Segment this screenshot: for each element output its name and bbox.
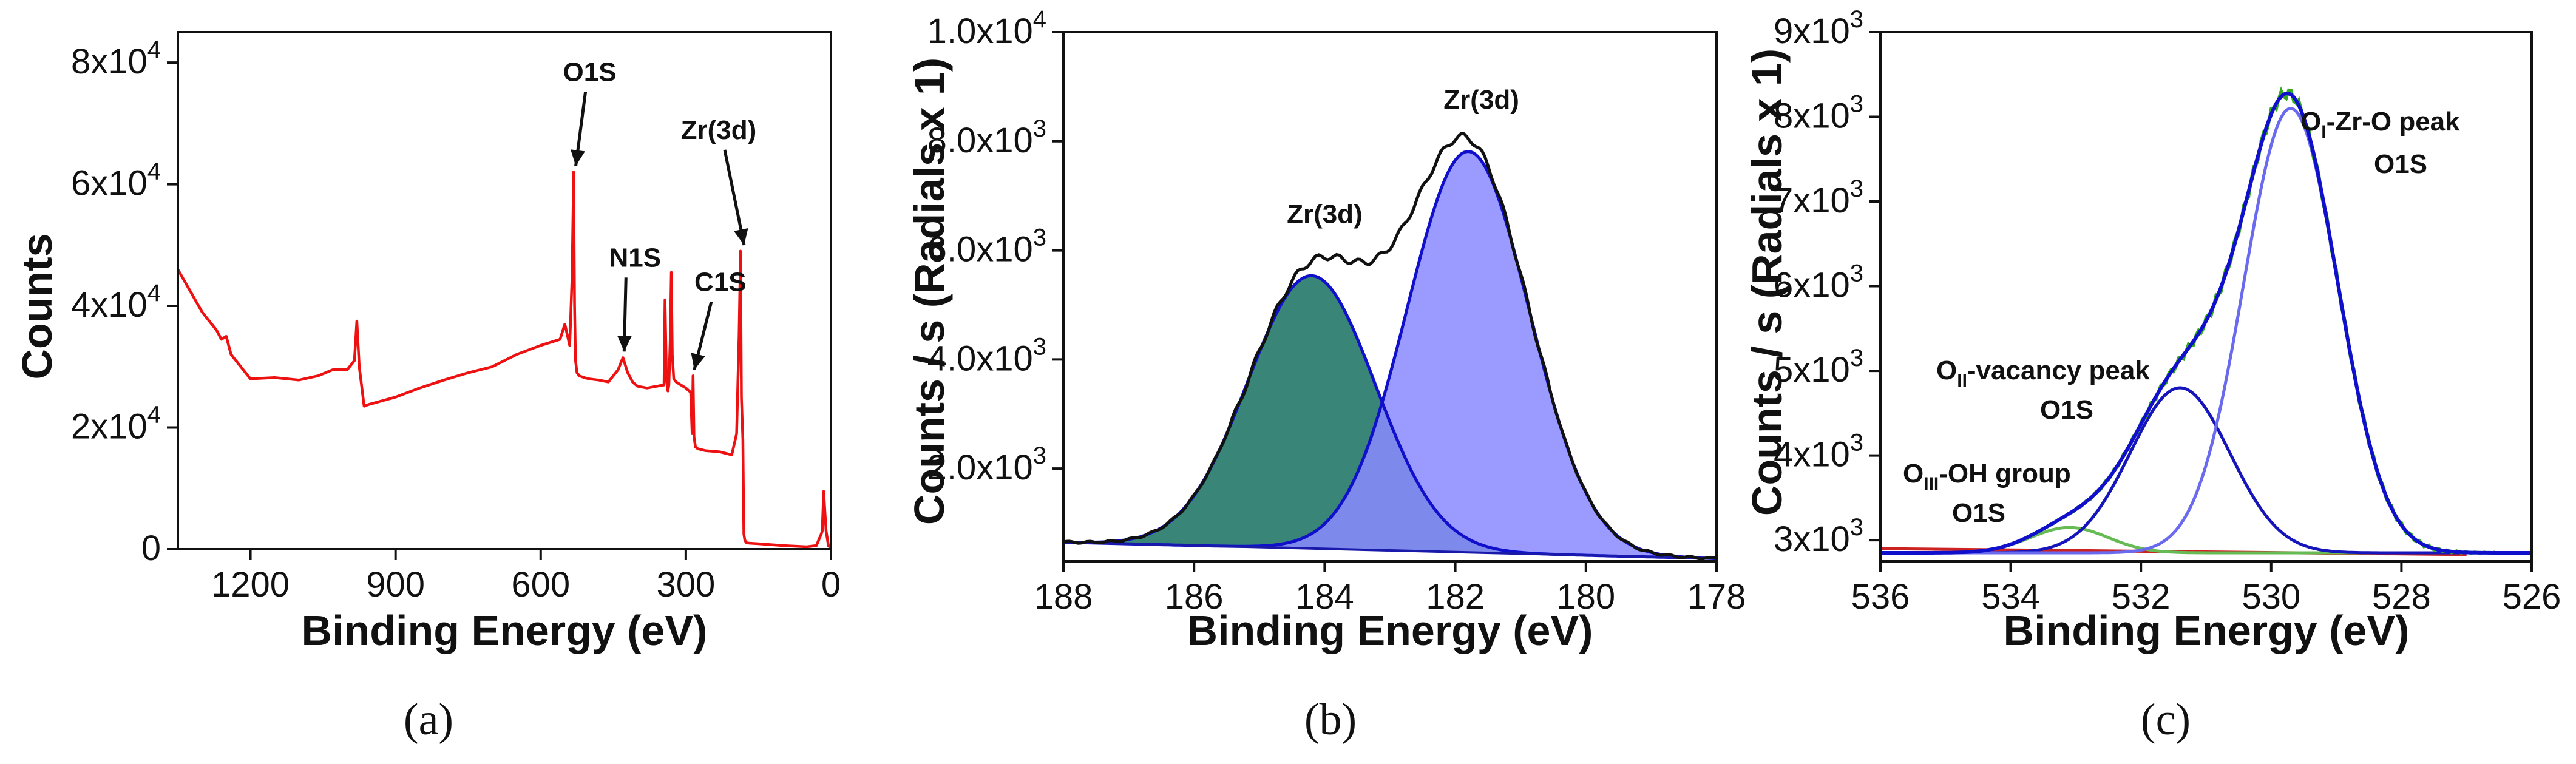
panel-a-ytick-label: 6x104 <box>71 158 161 203</box>
panel-a-plot: O1S N1S C1S Zr(3d) <box>177 58 832 549</box>
panel-a-xtick-label: 1200 <box>211 565 290 604</box>
panel-c-frame <box>1879 31 2533 563</box>
panel-c-ytick-label: 4x103 <box>1774 430 1863 475</box>
panel-b-peak-fill-0 <box>1063 276 1717 559</box>
panel-b-peak-fill-1 <box>1063 151 1717 559</box>
panel-c-ytick-label: 6x103 <box>1774 260 1863 305</box>
panel-a-xtick-label: 0 <box>821 565 841 604</box>
panel-c-xtick-label: 530 <box>2242 577 2300 617</box>
panel-b-xtick-label: 182 <box>1426 577 1485 617</box>
panel-c-envelope-line <box>1880 91 2532 555</box>
panel-b-xtick-label: 184 <box>1295 577 1354 617</box>
panel-a-ytick-label: 4x104 <box>71 280 161 325</box>
panel-b-frame <box>1062 31 1718 563</box>
panel-a-arrowhead-o1s <box>571 149 585 166</box>
panel-a-annotation-o1s: O1S <box>563 58 617 87</box>
panel-b-background-line <box>1063 541 1717 560</box>
panel-c-annotation-oii: OII-vacancy peak <box>1936 356 2150 391</box>
panel-a-ytick-label: 0 <box>141 529 161 568</box>
panel-c-annotation-oii-o1s: O1S <box>2040 395 2093 425</box>
panel-a-caption: (a) <box>404 695 453 745</box>
panel-a-arrowhead-zr3d <box>733 228 748 245</box>
panel-a-ticks: 1200 900 600 300 0 0 2x104 4x104 6x104 8x104 <box>71 31 841 604</box>
panel-c-plot: OI-Zr-O peak O1S OII-vacancy peak O1S OIII-O… <box>1880 86 2532 556</box>
panel-a-ylabel: Counts <box>13 233 61 379</box>
panel-c-xtick-label: 534 <box>1981 577 2040 617</box>
panel-b: Zr(3d) Zr(3d) 188 186 184 182 180 178 2.0x103 4.… <box>906 6 1746 745</box>
panel-c-ticks: 536 534 532 530 528 526 3x103 4x103 5x103 6x103 7x… <box>1774 6 2561 617</box>
panel-b-xtick-label: 188 <box>1034 577 1093 617</box>
panel-b-caption: (b) <box>1304 695 1357 745</box>
panel-b-ytick-label: 2.0x103 <box>927 442 1046 487</box>
panel-c-xlabel: Binding Energy (eV) <box>2004 607 2410 654</box>
panel-c-annotation-oiii-o1s: O1S <box>1952 498 2005 528</box>
panel-b-xtick-label: 178 <box>1687 577 1746 617</box>
panel-c-xtick-label: 526 <box>2503 577 2561 617</box>
panel-c-xtick-label: 532 <box>2112 577 2171 617</box>
panel-a-ytick-label: 8x104 <box>71 36 161 81</box>
panel-c-ytick-label: 7x103 <box>1774 175 1863 220</box>
panel-c-annotation-oi: OI-Zr-O peak <box>2300 107 2460 142</box>
panel-a-survey-line <box>177 171 832 549</box>
panel-c-ylabel: Counts / s (Radials x 1) <box>1743 49 1791 516</box>
panel-a-annotation-n1s: N1S <box>609 243 661 272</box>
panel-b-xtick-label: 180 <box>1556 577 1615 617</box>
panel-b-xtick-label: 186 <box>1165 577 1224 617</box>
panel-b-xlabel: Binding Energy (eV) <box>1187 607 1593 654</box>
panel-b-plot: Zr(3d) Zr(3d) <box>1063 85 1717 561</box>
panel-b-annotation-zr3d_right: Zr(3d) <box>1443 85 1519 115</box>
panel-c-xtick-label: 528 <box>2372 577 2431 617</box>
panel-c-annotation-oi-o1s: O1S <box>2374 149 2427 179</box>
panel-a-frame <box>177 31 832 550</box>
panel-a-xlabel: Binding Energy (eV) <box>302 607 708 654</box>
panel-c-annotation-oiii: OIII-OH group <box>1903 459 2071 494</box>
panel-a-xtick-label: 600 <box>511 565 570 604</box>
panel-c-caption: (c) <box>2141 695 2191 745</box>
panel-b-ytick-label: 6.0x103 <box>927 225 1046 269</box>
panel-b-ylabel: Counts / s (Radials x 1) <box>906 58 953 525</box>
panel-a-xtick-label: 900 <box>366 565 425 604</box>
panel-a-annotation-c1s: C1S <box>694 267 747 297</box>
panel-c-ytick-label: 8x103 <box>1774 91 1863 136</box>
panel-a: O1S N1S C1S Zr(3d) 1200 900 600 300 0 0 2x104 4x10… <box>13 31 841 745</box>
panel-b-envelope-line <box>1063 132 1717 561</box>
panel-b-ytick-label: 8.0x103 <box>927 115 1046 160</box>
panel-b-annotation-zr3d_left: Zr(3d) <box>1287 200 1363 229</box>
panel-c: OI-Zr-O peak O1S OII-vacancy peak O1S OIII-O… <box>1743 6 2561 745</box>
panel-a-annotation-zr3d: Zr(3d) <box>681 115 757 145</box>
panel-c-ytick-label: 3x103 <box>1774 514 1863 559</box>
panel-a-xtick-label: 300 <box>656 565 715 604</box>
panel-b-ticks: 188 186 184 182 180 178 2.0x103 4.0x103 6.0x103 8… <box>927 6 1746 617</box>
panel-b-ytick-label: 1.0x104 <box>927 6 1046 51</box>
panel-a-ytick-label: 2x104 <box>71 402 161 447</box>
panel-a-arrow-zr3d <box>723 149 746 246</box>
panel-c-ytick-label: 9x103 <box>1774 6 1863 51</box>
panel-c-xtick-label: 536 <box>1851 577 1910 617</box>
panel-a-arrowhead-c1s <box>691 353 705 370</box>
panel-a-arrowhead-n1s <box>617 335 632 352</box>
panel-c-ytick-label: 5x103 <box>1774 345 1863 390</box>
panel-b-ytick-label: 4.0x103 <box>927 333 1046 378</box>
